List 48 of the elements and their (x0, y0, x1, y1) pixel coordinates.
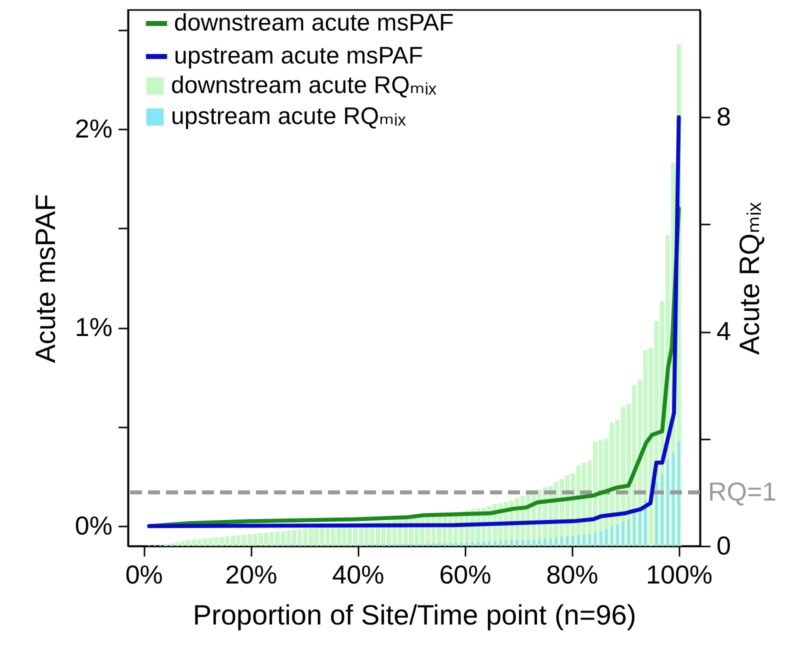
bar (672, 452, 674, 546)
bar (633, 514, 636, 546)
y2-axis-title: Acute RQₘᵢₓ (734, 201, 765, 355)
x-tick-label: 100% (646, 560, 713, 590)
bar (454, 542, 457, 546)
bar (504, 540, 508, 546)
ref-line-label: RQ=1 (708, 476, 777, 506)
bar (660, 474, 664, 546)
bar (488, 541, 490, 546)
legend-label: downstream acute msPAF (174, 10, 454, 36)
bar (522, 540, 524, 546)
bar (532, 540, 536, 546)
bar (594, 532, 596, 546)
bar (666, 460, 669, 546)
y-tick-label: 2% (74, 114, 112, 144)
bar (476, 542, 480, 546)
bar (600, 530, 602, 546)
bar (555, 537, 558, 546)
bar (678, 441, 680, 546)
bar (605, 528, 608, 546)
y-tick-label: 1% (74, 312, 112, 342)
bar (644, 500, 646, 546)
bar (628, 519, 630, 546)
x-axis-title: Proportion of Site/Time point (n=96) (192, 600, 636, 630)
bar (560, 536, 563, 546)
bar (494, 541, 496, 546)
x-tick-label: 0% (125, 560, 163, 590)
y-axis-title: Acute msPAF (30, 194, 61, 364)
x-tick-label: 40% (332, 560, 384, 590)
x-tick-label: 20% (225, 560, 278, 590)
bar (444, 543, 446, 546)
bar (449, 543, 452, 546)
bar (471, 542, 474, 546)
legend-label: upstream acute msPAF (174, 42, 423, 70)
bar (466, 542, 468, 546)
x-tick-label: 80% (546, 560, 598, 590)
bar (482, 542, 485, 546)
legend-label: upstream acute RQₘᵢₓ (171, 103, 406, 130)
y2-tick-label: 4 (716, 316, 731, 346)
bar (566, 536, 568, 546)
y2-tick-label: 0 (716, 530, 731, 560)
bar (516, 540, 518, 546)
bar (499, 540, 502, 546)
y-tick-label: 0% (74, 510, 112, 541)
y2-tick-label: 8 (716, 102, 731, 132)
bar (527, 540, 530, 546)
legend-label: downstream acute RQₘᵢₓ (171, 72, 436, 99)
x-tick-label: 60% (439, 560, 492, 590)
